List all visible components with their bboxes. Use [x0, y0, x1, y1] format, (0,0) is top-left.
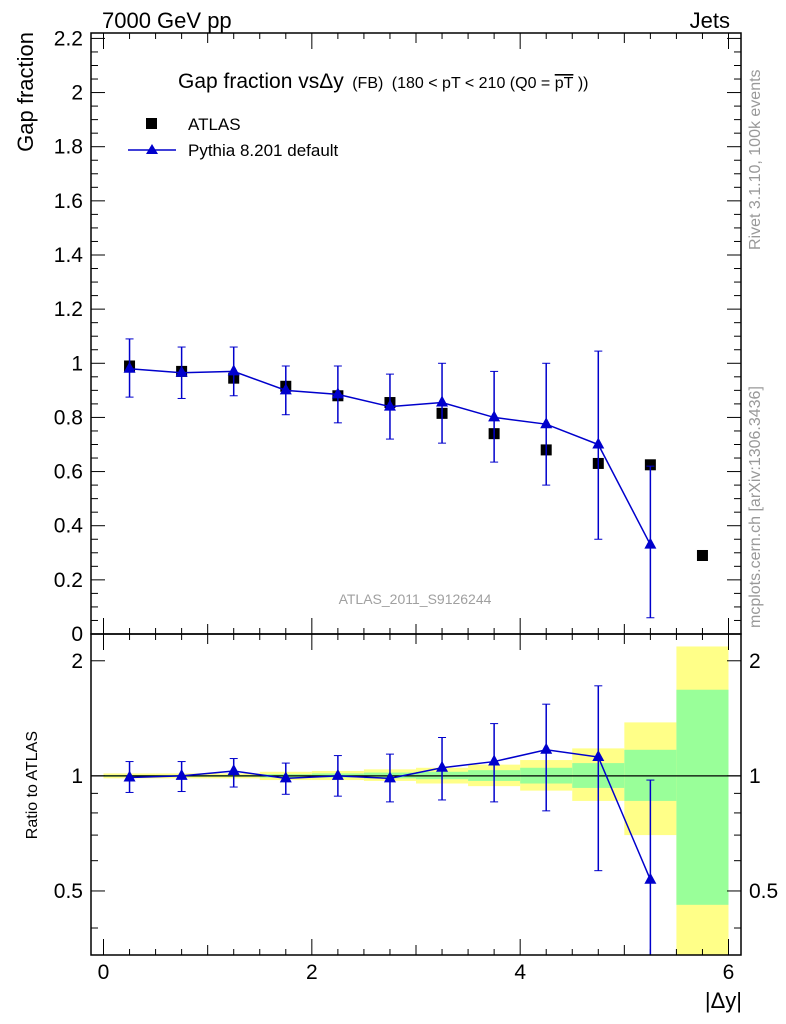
- bottom-y-tick-label: 1: [71, 765, 83, 788]
- top-y-tick-label: 1: [71, 352, 83, 375]
- pythia-data-point: [592, 437, 605, 449]
- pythia-data-point: [644, 537, 657, 549]
- title-range: (180 < pT < 210 (Q0 =: [392, 75, 550, 92]
- ratio-data-point: [488, 754, 501, 766]
- ratio-data-point: [383, 771, 396, 783]
- bottom-panel-frame: [90, 633, 742, 956]
- pythia-data-point: [227, 364, 240, 376]
- analysis-watermark: ATLAS_2011_S9126244: [339, 591, 492, 607]
- title-cut: (FB): [352, 75, 383, 92]
- top-y-tick-label: 0.2: [54, 569, 83, 592]
- x-tick-label: 4: [514, 961, 526, 984]
- green-band-bin: [676, 689, 729, 905]
- atlas-data-point: [696, 549, 708, 561]
- legend-atlas-marker: [146, 118, 157, 129]
- ratio-data-point: [227, 763, 240, 775]
- atlas-data-point: [644, 459, 656, 471]
- x-tick-label: 2: [306, 961, 318, 984]
- top-y-tick-label: 0: [71, 623, 83, 646]
- top-y-tick-label: 2.2: [54, 27, 83, 50]
- pythia-data-point: [279, 383, 292, 395]
- pythia-data-point: [436, 395, 449, 407]
- bottom-y-tick-label-right: 1: [749, 765, 761, 788]
- legend-pythia-marker: [146, 144, 158, 154]
- pythia-data-point: [175, 365, 188, 377]
- ratio-data-point: [279, 771, 292, 783]
- title-pt: pT: [555, 75, 574, 92]
- top-y-tick-label: 1.4: [54, 244, 84, 267]
- process-label: Jets: [690, 8, 730, 33]
- top-y-tick-label: 0.6: [54, 461, 83, 484]
- legend-pythia-label: Pythia 8.201 default: [188, 141, 339, 160]
- top-y-tick-label: 1.8: [54, 136, 83, 159]
- x-tick-label: 6: [723, 961, 735, 984]
- ratio-data-point: [436, 760, 449, 772]
- pythia-data-point: [488, 410, 501, 422]
- pythia-data-point: [331, 387, 344, 399]
- top-y-tick-label: 2: [71, 82, 83, 105]
- bottom-y-tick-label-right: 0.5: [749, 880, 778, 903]
- top-y-axis-title: Gap fraction: [13, 32, 38, 152]
- pythia-data-point: [123, 361, 136, 373]
- pythia-data-point: [383, 399, 396, 411]
- top-y-tick-label: 1.6: [54, 190, 83, 213]
- ratio-data-point: [175, 768, 188, 780]
- bottom-y-tick-label: 2: [71, 650, 83, 673]
- title-main: Gap fraction vsΔy: [178, 70, 344, 93]
- axis-ticks: 0 0.2 0.4 0.6 0.8 1 1.2 1.4 1.6 1.8 2 2.2 0 2 4 6 0.5 0.5…: [54, 27, 778, 984]
- bottom-y-tick-label: 0.5: [54, 880, 83, 903]
- bottom-y-tick-label-right: 2: [749, 650, 761, 673]
- x-tick-label: 0: [98, 961, 110, 984]
- top-y-tick-label: 0.4: [54, 515, 84, 538]
- ratio-data-point: [123, 770, 136, 782]
- ratio-data-point: [644, 872, 657, 884]
- top-y-tick-label: 1.2: [54, 298, 83, 321]
- ratio-bands: [91, 646, 741, 955]
- chart-title: Gap fraction vsΔy (FB) (180 < pT < 210 (…: [178, 70, 589, 93]
- data-markers: [123, 338, 708, 955]
- bottom-y-axis-title: Ratio to ATLAS: [24, 731, 41, 839]
- pythia-data-point: [540, 417, 553, 429]
- x-axis-title: |Δy|: [705, 988, 742, 1013]
- ratio-data-point: [331, 768, 344, 780]
- energy-label: 7000 GeV pp: [102, 8, 232, 33]
- rivet-version-label: Rivet 3.1.10, 100k events: [747, 69, 764, 250]
- legend-atlas-label: ATLAS: [188, 115, 241, 134]
- top-y-tick-label: 0.8: [54, 406, 83, 429]
- title-close: )): [578, 75, 589, 92]
- source-label: mcplots.cern.ch [arXiv:1306.3436]: [747, 386, 764, 628]
- ratio-data-point: [540, 742, 553, 754]
- ratio-data-point: [592, 750, 605, 762]
